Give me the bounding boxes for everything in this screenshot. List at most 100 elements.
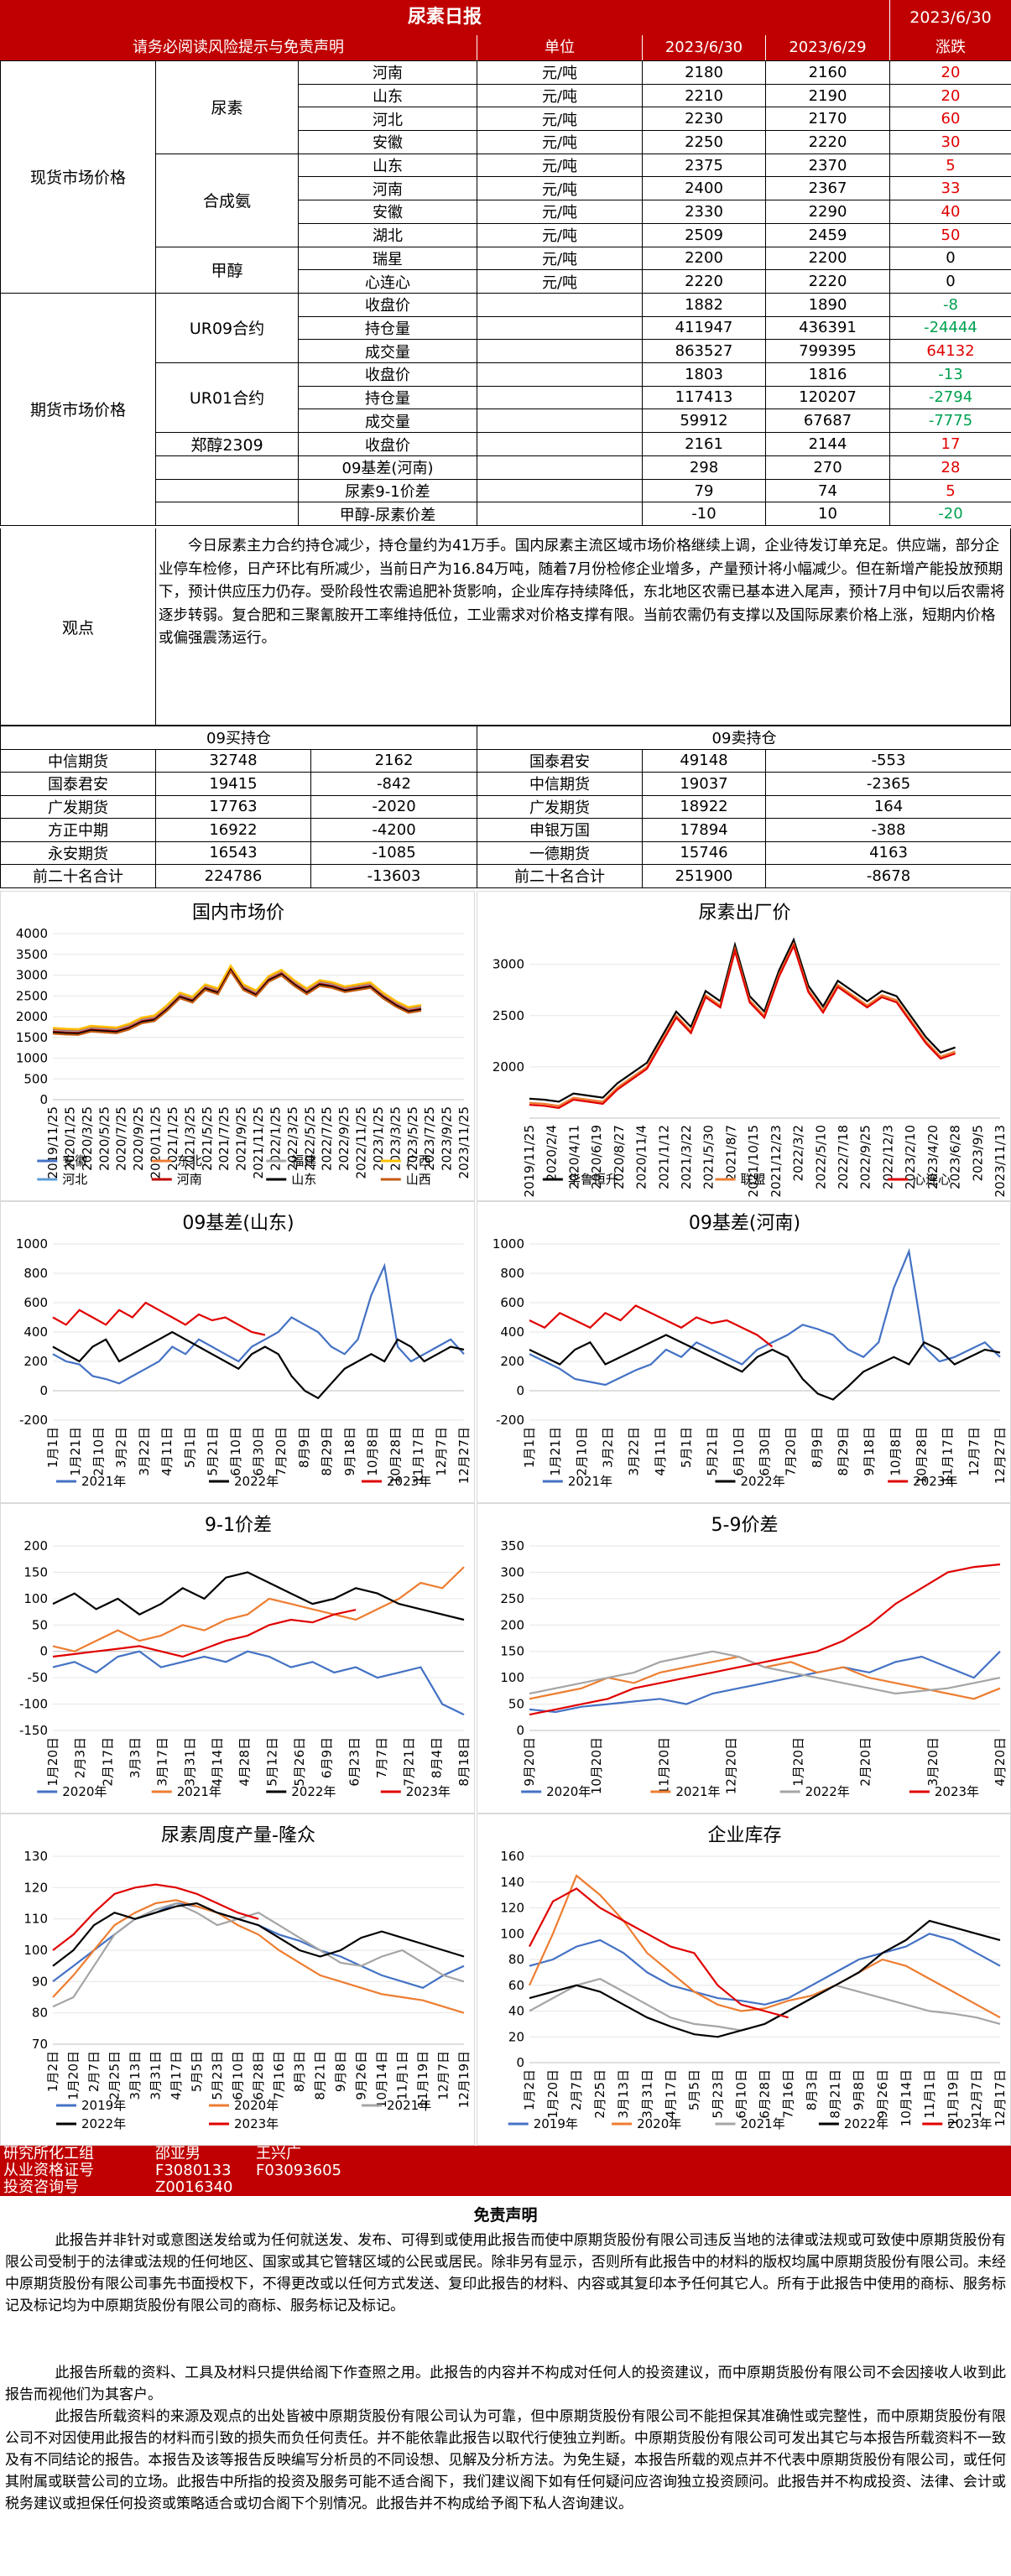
y-tick-label: 120	[23, 1880, 48, 1895]
cell: 30	[889, 130, 1011, 154]
x-tick-label: 2021/5/30	[701, 1125, 717, 1189]
footer-consult-label: 投资咨询号	[3, 2178, 79, 2196]
zc-label: 郑醇2309	[155, 432, 299, 456]
legend-label: 山西	[406, 1172, 431, 1187]
series-line	[52, 1902, 465, 1989]
buy-vol: 224786	[155, 864, 311, 888]
x-tick-label: 2021/1/12	[656, 1125, 671, 1189]
y-tick-label: 800	[23, 1266, 48, 1281]
table-row: 方正中期 16922 -4200 申银万国 17894 -388	[0, 818, 1011, 842]
cell: 湖北	[298, 222, 477, 247]
x-tick-label: 2020/2/4	[545, 1125, 560, 1181]
y-tick-label: -150	[19, 1723, 48, 1738]
series-line	[52, 1262, 465, 1385]
cell: 20	[889, 83, 1011, 108]
spot-section-label: 现货市场价格	[0, 60, 156, 294]
cell: -2794	[889, 385, 1011, 410]
legend-label: 山东	[291, 1172, 316, 1187]
table-row: 持仓量 117413 120207 -2794	[1, 385, 1011, 410]
buy-vol: 17763	[155, 794, 311, 819]
footer-consult-no: Z0016340	[155, 2178, 233, 2196]
chart-title: 09基差(山东)	[182, 1213, 294, 1234]
table-row: 郑醇2309 收盘价 2161 2144 17	[1, 432, 1011, 456]
col-change: 涨跌	[889, 35, 1011, 60]
cell: 79	[642, 478, 766, 503]
cell: 2367	[765, 176, 890, 201]
y-tick-label: 150	[23, 1564, 48, 1579]
cell: 持仓量	[298, 315, 477, 341]
x-tick-label: 2021/8/7	[723, 1125, 738, 1181]
x-tick-label: 1月20日	[45, 1737, 60, 1787]
x-tick-label: 12月27日	[456, 1427, 472, 1484]
x-tick-label: 12月27日	[993, 1427, 1008, 1484]
cell: 元/吨	[477, 200, 643, 224]
chart-title: 尿素周度产量-隆众	[161, 1825, 315, 1846]
buy-name: 前二十名合计	[0, 864, 156, 888]
series-line	[52, 1883, 259, 1951]
cell: 河南	[298, 176, 477, 201]
legend-label: 2020年	[62, 1784, 107, 1799]
chart-title: 9-1价差	[205, 1515, 272, 1536]
x-tick-label: 2021/11/25	[251, 1106, 266, 1179]
x-tick-label: 4月17日	[169, 2051, 184, 2100]
series-line	[52, 1330, 465, 1400]
x-tick-label: 2021/9/25	[234, 1106, 249, 1171]
buy-chg: -13603	[310, 864, 477, 888]
x-tick-label: 10月8日	[888, 1427, 903, 1476]
x-tick-label: 10月14日	[374, 2051, 389, 2108]
y-tick-label: 100	[23, 1943, 48, 1958]
x-tick-label: 5月26日	[292, 1737, 307, 1787]
x-tick-label: 3月31日	[149, 2051, 164, 2100]
x-tick-label: 5月12日	[264, 1737, 279, 1787]
table-row: 河北 元/吨 2230 2170 60	[1, 107, 1011, 132]
cell: 2290	[765, 200, 890, 224]
y-tick-label: 80	[508, 1952, 524, 1967]
x-tick-label: 10月20日	[589, 1737, 604, 1794]
cell: 28	[889, 455, 1011, 480]
cell: 50	[889, 222, 1011, 247]
buy-title: 09买持仓	[0, 726, 477, 750]
methanol-label: 甲醇	[155, 246, 299, 294]
y-tick-label: 0	[516, 2055, 524, 2070]
footer-analyst-2: 王兴广	[256, 2145, 301, 2162]
series-line	[529, 1563, 1001, 1716]
x-tick-label: 2020/9/25	[131, 1106, 146, 1171]
empty-cell	[155, 502, 299, 527]
x-tick-label: 2021/10/15	[746, 1125, 761, 1197]
legend-label: 2023年	[947, 2116, 992, 2131]
y-tick-label: 0	[516, 1723, 524, 1738]
footer-analyst-1: 邵亚男	[155, 2145, 201, 2162]
cell: -13	[889, 362, 1011, 387]
x-tick-label: 6月10日	[231, 2051, 246, 2100]
buy-name: 广发期货	[0, 794, 156, 819]
cell: 尿素9-1价差	[298, 478, 477, 503]
y-tick-label: 140	[500, 1875, 524, 1890]
buy-name: 中信期货	[0, 748, 156, 773]
cell: 元/吨	[477, 222, 643, 247]
chart-factory-price: 尿素出厂价 2000 2500 3000 2019/11/25 2020/2/4 2020/…	[477, 891, 1011, 1201]
y-tick-label: 1000	[16, 1051, 48, 1066]
legend-label: 2020年	[546, 1784, 591, 1799]
series-line	[52, 1301, 266, 1336]
x-tick-label: 6月10日	[228, 1427, 243, 1476]
cell: 270	[765, 455, 890, 480]
cell: 2180	[642, 60, 766, 85]
sell-chg: 4163	[765, 840, 1011, 865]
cell: 17	[889, 432, 1011, 456]
x-tick-label: 2021/1/25	[165, 1106, 180, 1171]
table-row: 甲醇 瑞星 元/吨 2200 2200 0	[1, 246, 1011, 294]
x-tick-label: 2023/1/25	[371, 1106, 386, 1171]
sell-vol: 18922	[642, 794, 766, 819]
chart-enterprise-inventory: 企业库存 0 20 40 60 80 100 120 140 160 1月2日 1月20日 2月7日 2月…	[477, 1814, 1011, 2146]
y-tick-label: 0	[516, 1383, 524, 1398]
series-line	[528, 1874, 1001, 2019]
x-tick-label: 6月30日	[251, 1427, 266, 1476]
cell: 元/吨	[477, 153, 643, 178]
cell: 40	[889, 200, 1011, 224]
y-tick-label: 3000	[492, 957, 524, 972]
table-row: UR01合约 收盘价 1803 1816 -13	[1, 362, 1011, 434]
legend-label: 2022年	[291, 1784, 336, 1799]
y-tick-label: 2000	[492, 1059, 524, 1075]
cell: 20	[889, 60, 1011, 85]
empty-cell	[477, 502, 643, 527]
